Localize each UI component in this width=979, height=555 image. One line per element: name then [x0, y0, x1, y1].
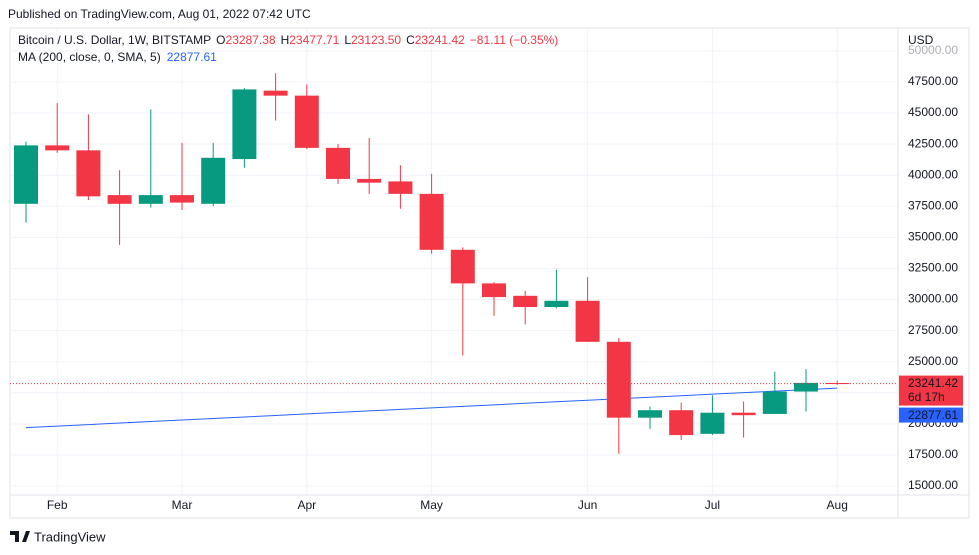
- y-tick-label: 50000.00: [908, 43, 958, 57]
- x-tick-label: Feb: [47, 498, 68, 512]
- ohlc-key: L: [344, 33, 351, 47]
- candle-body: [14, 145, 38, 204]
- published-note: Published on TradingView.com, Aug 01, 20…: [8, 7, 311, 21]
- ma-badge: [899, 407, 963, 423]
- y-tick-label: 15000.00: [908, 478, 958, 492]
- ohlc-value: 23241.42: [415, 33, 465, 47]
- ma-value: 22877.61: [167, 50, 217, 64]
- y-tick-label: 27500.00: [908, 323, 958, 337]
- y-tick-label: 17500.00: [908, 447, 958, 461]
- ma-legend: MA (200, close, 0, SMA, 5) 22877.61: [18, 50, 217, 64]
- ma-line: [25, 387, 838, 429]
- candle-body: [606, 341, 631, 418]
- candle-body: [138, 195, 163, 204]
- y-tick-label: 42500.00: [908, 136, 958, 150]
- change-value: −81.11 (−0.35%): [470, 33, 559, 47]
- candle-body: [107, 195, 132, 204]
- candle-body: [544, 300, 569, 308]
- x-tick-label: Jul: [705, 498, 720, 512]
- brand-name: TradingView: [34, 529, 106, 544]
- ohlc-key: O: [216, 33, 225, 47]
- candle-body: [482, 283, 506, 298]
- candle-body: [201, 157, 226, 204]
- last-price-badge: [899, 375, 963, 406]
- y-tick-label: 25000.00: [908, 354, 958, 368]
- chart-frame: [9, 27, 970, 519]
- x-tick-label: Mar: [172, 498, 193, 512]
- candle-body: [76, 150, 101, 197]
- candle-body: [232, 89, 257, 160]
- candle-body: [794, 382, 818, 392]
- candle-body: [731, 412, 756, 416]
- x-tick-label: May: [420, 498, 443, 512]
- grid: [10, 28, 898, 495]
- ohlc-key: C: [406, 33, 415, 47]
- candle-body: [326, 147, 350, 179]
- ohlc-value: 23287.38: [226, 33, 276, 47]
- y-tick-label: 45000.00: [908, 105, 958, 119]
- ohlc-key: H: [281, 33, 290, 47]
- ohlc-value: 23477.71: [289, 33, 339, 47]
- ma-name: MA (200, close, 0, SMA, 5): [18, 50, 161, 64]
- y-tick-label: 40000.00: [908, 167, 958, 181]
- candle-body: [450, 249, 475, 284]
- candle-body: [170, 195, 194, 203]
- candle-body: [513, 295, 538, 308]
- candle-body: [263, 90, 288, 96]
- candle-body: [638, 410, 662, 418]
- x-tick-label: Aug: [827, 498, 848, 512]
- y-tick-label: 30000.00: [908, 292, 958, 306]
- last-price-label: 23241.42: [908, 376, 958, 390]
- y-tick-label: 37500.00: [908, 198, 958, 212]
- y-tick-label: 32500.00: [908, 261, 958, 275]
- y-unit: USD: [908, 33, 934, 47]
- marks: [10, 73, 898, 454]
- countdown-label: 6d 17h: [908, 390, 945, 404]
- candle-body: [669, 410, 694, 436]
- candle-body: [700, 412, 725, 434]
- candle-body: [762, 391, 787, 414]
- candle-body: [294, 95, 319, 148]
- ma-price-label: 22877.61: [908, 408, 958, 422]
- ohlc-value: 23123.50: [351, 33, 401, 47]
- brand-logo: [10, 531, 30, 542]
- x-tick-label: Jun: [578, 498, 597, 512]
- candle-body: [419, 193, 444, 250]
- y-tick-label: 47500.00: [908, 74, 958, 88]
- y-tick-label: 35000.00: [908, 230, 958, 244]
- candle-body: [825, 383, 850, 385]
- candle-body: [45, 145, 70, 151]
- x-tick-label: Apr: [297, 498, 316, 512]
- candle-body: [388, 181, 413, 194]
- candle-body: [575, 300, 600, 342]
- symbol-title: Bitcoin / U.S. Dollar, 1W, BITSTAMP: [18, 33, 211, 47]
- candle-body: [357, 178, 382, 183]
- symbol-legend: Bitcoin / U.S. Dollar, 1W, BITSTAMP O2328…: [18, 33, 558, 47]
